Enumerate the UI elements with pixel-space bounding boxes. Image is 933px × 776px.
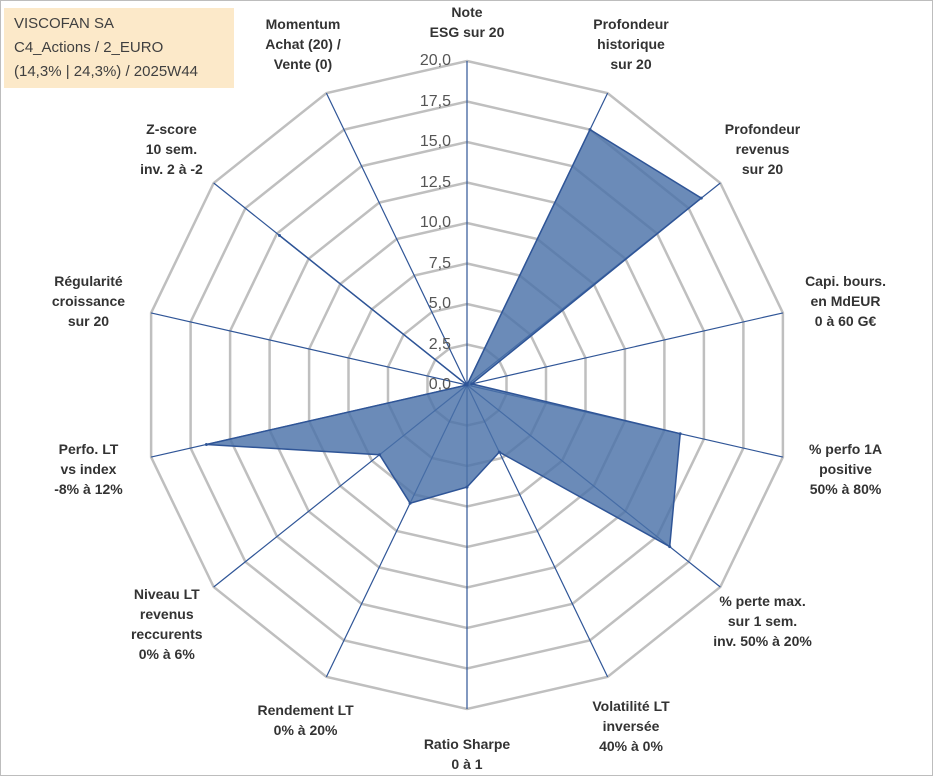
data-point <box>278 234 281 237</box>
axis-spoke <box>150 312 468 386</box>
data-point <box>588 128 592 132</box>
axis-label: Profondeur revenus sur 20 <box>724 121 801 178</box>
r-tick-label: 2,5 <box>428 335 451 353</box>
axis-spoke <box>325 92 468 386</box>
axis-label: Z-score 10 sem. inv. 2 à -2 <box>140 121 203 178</box>
axis-label: Profondeur historique sur 20 <box>593 16 669 73</box>
data-point <box>497 450 501 454</box>
axis-label: Capi. bours. en MdEUR 0 à 60 G€ <box>805 272 886 329</box>
portfolio-code: C4_Actions / 2_EURO <box>14 39 164 56</box>
data-point <box>204 443 208 446</box>
data-point <box>378 453 382 457</box>
axis-spoke <box>466 312 784 386</box>
axis-label: Momentum Achat (20) / Vente (0) <box>265 16 341 73</box>
r-tick-label: 5,0 <box>428 295 451 312</box>
series-area <box>206 128 703 548</box>
axis-label: Niveau LT revenus reccurents 0% à 6% <box>130 586 203 663</box>
axis-label: Régularité croissance sur 20 <box>51 272 126 329</box>
r-tick-label: 17,5 <box>419 92 451 110</box>
data-point <box>465 383 469 387</box>
axis-label: Note ESG sur 20 <box>429 4 505 40</box>
axis-label: % perte max. sur 1 sem. inv. 50% à 20% <box>713 592 812 649</box>
r-tick-label: 0,0 <box>428 376 451 393</box>
r-tick-label: 10,0 <box>419 214 451 231</box>
data-point <box>470 382 474 386</box>
axis-label: % perfo 1A positive 50% à 80% <box>808 441 883 498</box>
data-point <box>678 432 682 436</box>
series-layer <box>204 128 703 549</box>
data-point <box>668 545 672 549</box>
data-point <box>699 196 703 200</box>
axis-label: Rendement LT 0% à 20% <box>257 702 354 739</box>
axis-label: Perfo. LT vs index -8% à 12% <box>54 441 123 498</box>
period-info: (14,3% | 24,3%) / 2025W44 <box>14 63 198 80</box>
r-tick-label: 20,0 <box>419 52 451 69</box>
r-tick-label: 12,5 <box>419 173 451 191</box>
r-tick-label: 7,5 <box>428 254 451 272</box>
axis-label: Ratio Sharpe 0 à 1 <box>423 736 511 772</box>
axis-label: Volatilité LT inversée 40% à 0% <box>592 697 670 754</box>
company-name: VISCOFAN SA <box>14 15 115 32</box>
data-point <box>408 501 412 505</box>
chart-title-box: VISCOFAN SA C4_Actions / 2_EURO (14,3% |… <box>4 8 234 88</box>
r-tick-label: 15,0 <box>419 133 451 150</box>
data-point <box>465 485 469 489</box>
